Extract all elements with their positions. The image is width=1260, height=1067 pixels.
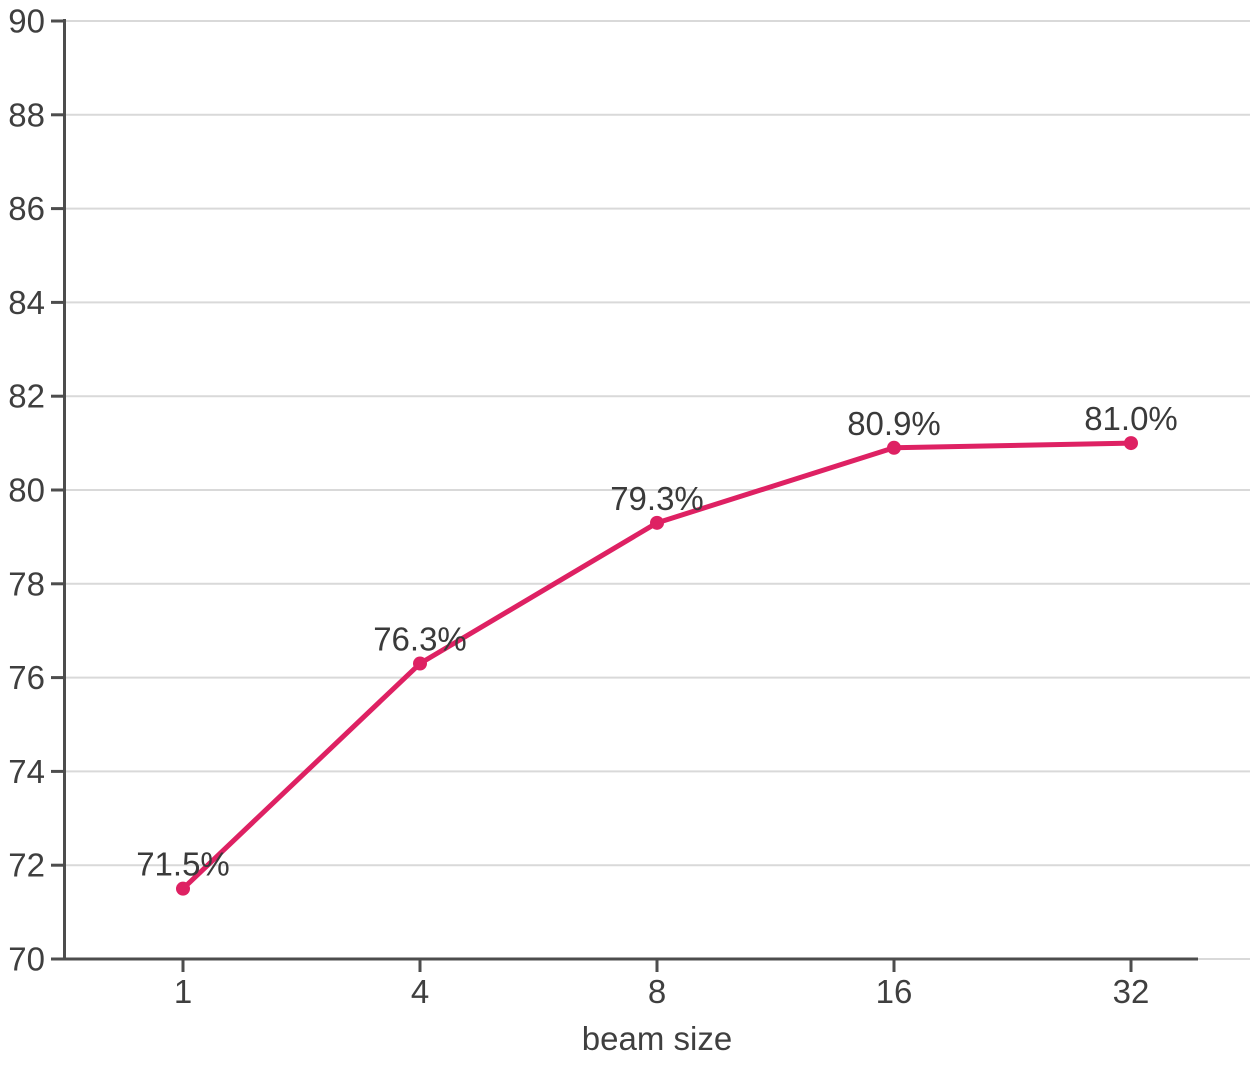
data-point-marker — [650, 515, 664, 530]
y-tick-label: 86 — [8, 190, 45, 227]
y-axis-ticks: 70 72 74 76 78 80 82 84 86 88 90 — [8, 3, 64, 978]
x-axis-title: beam size — [582, 1020, 732, 1057]
y-tick-label: 70 — [8, 941, 45, 978]
y-tick-label: 74 — [8, 753, 45, 790]
data-point-marker — [413, 656, 427, 671]
x-tick-label: 1 — [174, 973, 192, 1010]
y-tick-label: 84 — [8, 284, 45, 321]
data-point-label: 71.5% — [136, 846, 230, 883]
x-tick-label: 8 — [648, 973, 666, 1010]
data-point-marker — [176, 881, 190, 896]
data-points — [176, 436, 1138, 896]
y-tick-label: 72 — [8, 847, 45, 884]
data-point-label: 80.9% — [847, 405, 941, 442]
data-point-label: 76.3% — [373, 621, 467, 658]
x-tick-label: 32 — [1113, 973, 1150, 1010]
y-tick-label: 88 — [8, 96, 45, 133]
y-tick-label: 80 — [8, 472, 45, 509]
data-point-label: 79.3% — [610, 480, 704, 517]
x-axis-ticks: 1 4 8 16 32 — [174, 960, 1150, 1010]
y-tick-label: 78 — [8, 565, 45, 602]
data-point-marker — [1124, 436, 1138, 451]
y-tick-label: 90 — [8, 3, 45, 40]
y-tick-label: 76 — [8, 659, 45, 696]
x-tick-label: 4 — [411, 973, 429, 1010]
x-tick-label: 16 — [876, 973, 913, 1010]
data-point-marker — [887, 440, 901, 455]
data-point-labels: 71.5% 76.3% 79.3% 80.9% 81.0% — [136, 400, 1178, 883]
y-tick-label: 82 — [8, 378, 45, 415]
data-point-label: 81.0% — [1084, 400, 1178, 437]
gridlines — [65, 20, 1250, 960]
